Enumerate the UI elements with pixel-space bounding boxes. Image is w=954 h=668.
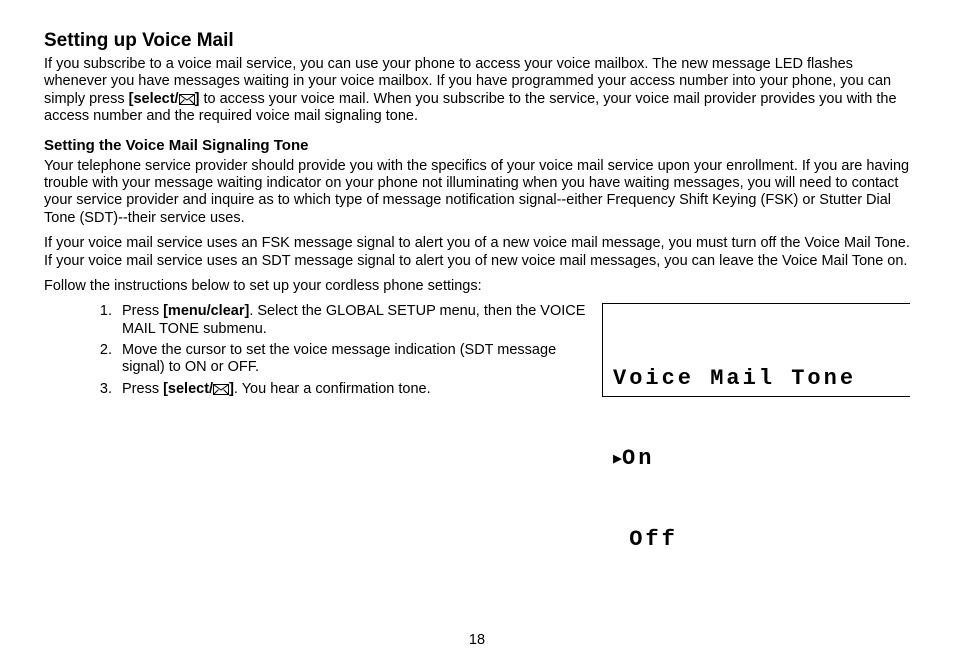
provider-paragraph: Your telephone service provider should p…: [44, 158, 910, 228]
step3-text-a: Press: [122, 381, 163, 397]
lcd-title: Voice Mail Tone: [613, 366, 906, 393]
intro-paragraph: If you subscribe to a voice mail service…: [44, 56, 910, 126]
menu-clear-key-label: [menu/clear]: [163, 303, 249, 319]
lcd-option-on: ▶On: [613, 446, 906, 473]
heading-signaling-tone: Setting the Voice Mail Signaling Tone: [44, 137, 910, 154]
heading-setting-up-voice-mail: Setting up Voice Mail: [44, 30, 910, 52]
instruction-step-2: Move the cursor to set the voice message…: [116, 342, 598, 377]
instructions-intro: Follow the instructions below to set up …: [44, 278, 910, 295]
lcd-cursor-icon: ▶: [613, 451, 622, 468]
lcd-option-off: Off: [613, 527, 906, 554]
envelope-icon: [179, 94, 195, 105]
envelope-icon: [213, 384, 229, 395]
step1-text-a: Press: [122, 303, 163, 319]
instruction-step-1: Press [menu/clear]. Select the GLOBAL SE…: [116, 303, 598, 338]
step3-text-c: . You hear a confirmation tone.: [234, 381, 431, 397]
lcd-display: Voice Mail Tone ▶On Off: [602, 303, 910, 397]
instruction-list: Press [menu/clear]. Select the GLOBAL SE…: [44, 303, 598, 402]
select-key-label-2: [select/]: [163, 381, 234, 397]
instruction-step-3: Press [select/]. You hear a confirmation…: [116, 381, 598, 398]
select-key-label: [select/]: [129, 91, 200, 107]
page-number: 18: [0, 632, 954, 648]
fsk-sdt-paragraph: If your voice mail service uses an FSK m…: [44, 235, 910, 270]
